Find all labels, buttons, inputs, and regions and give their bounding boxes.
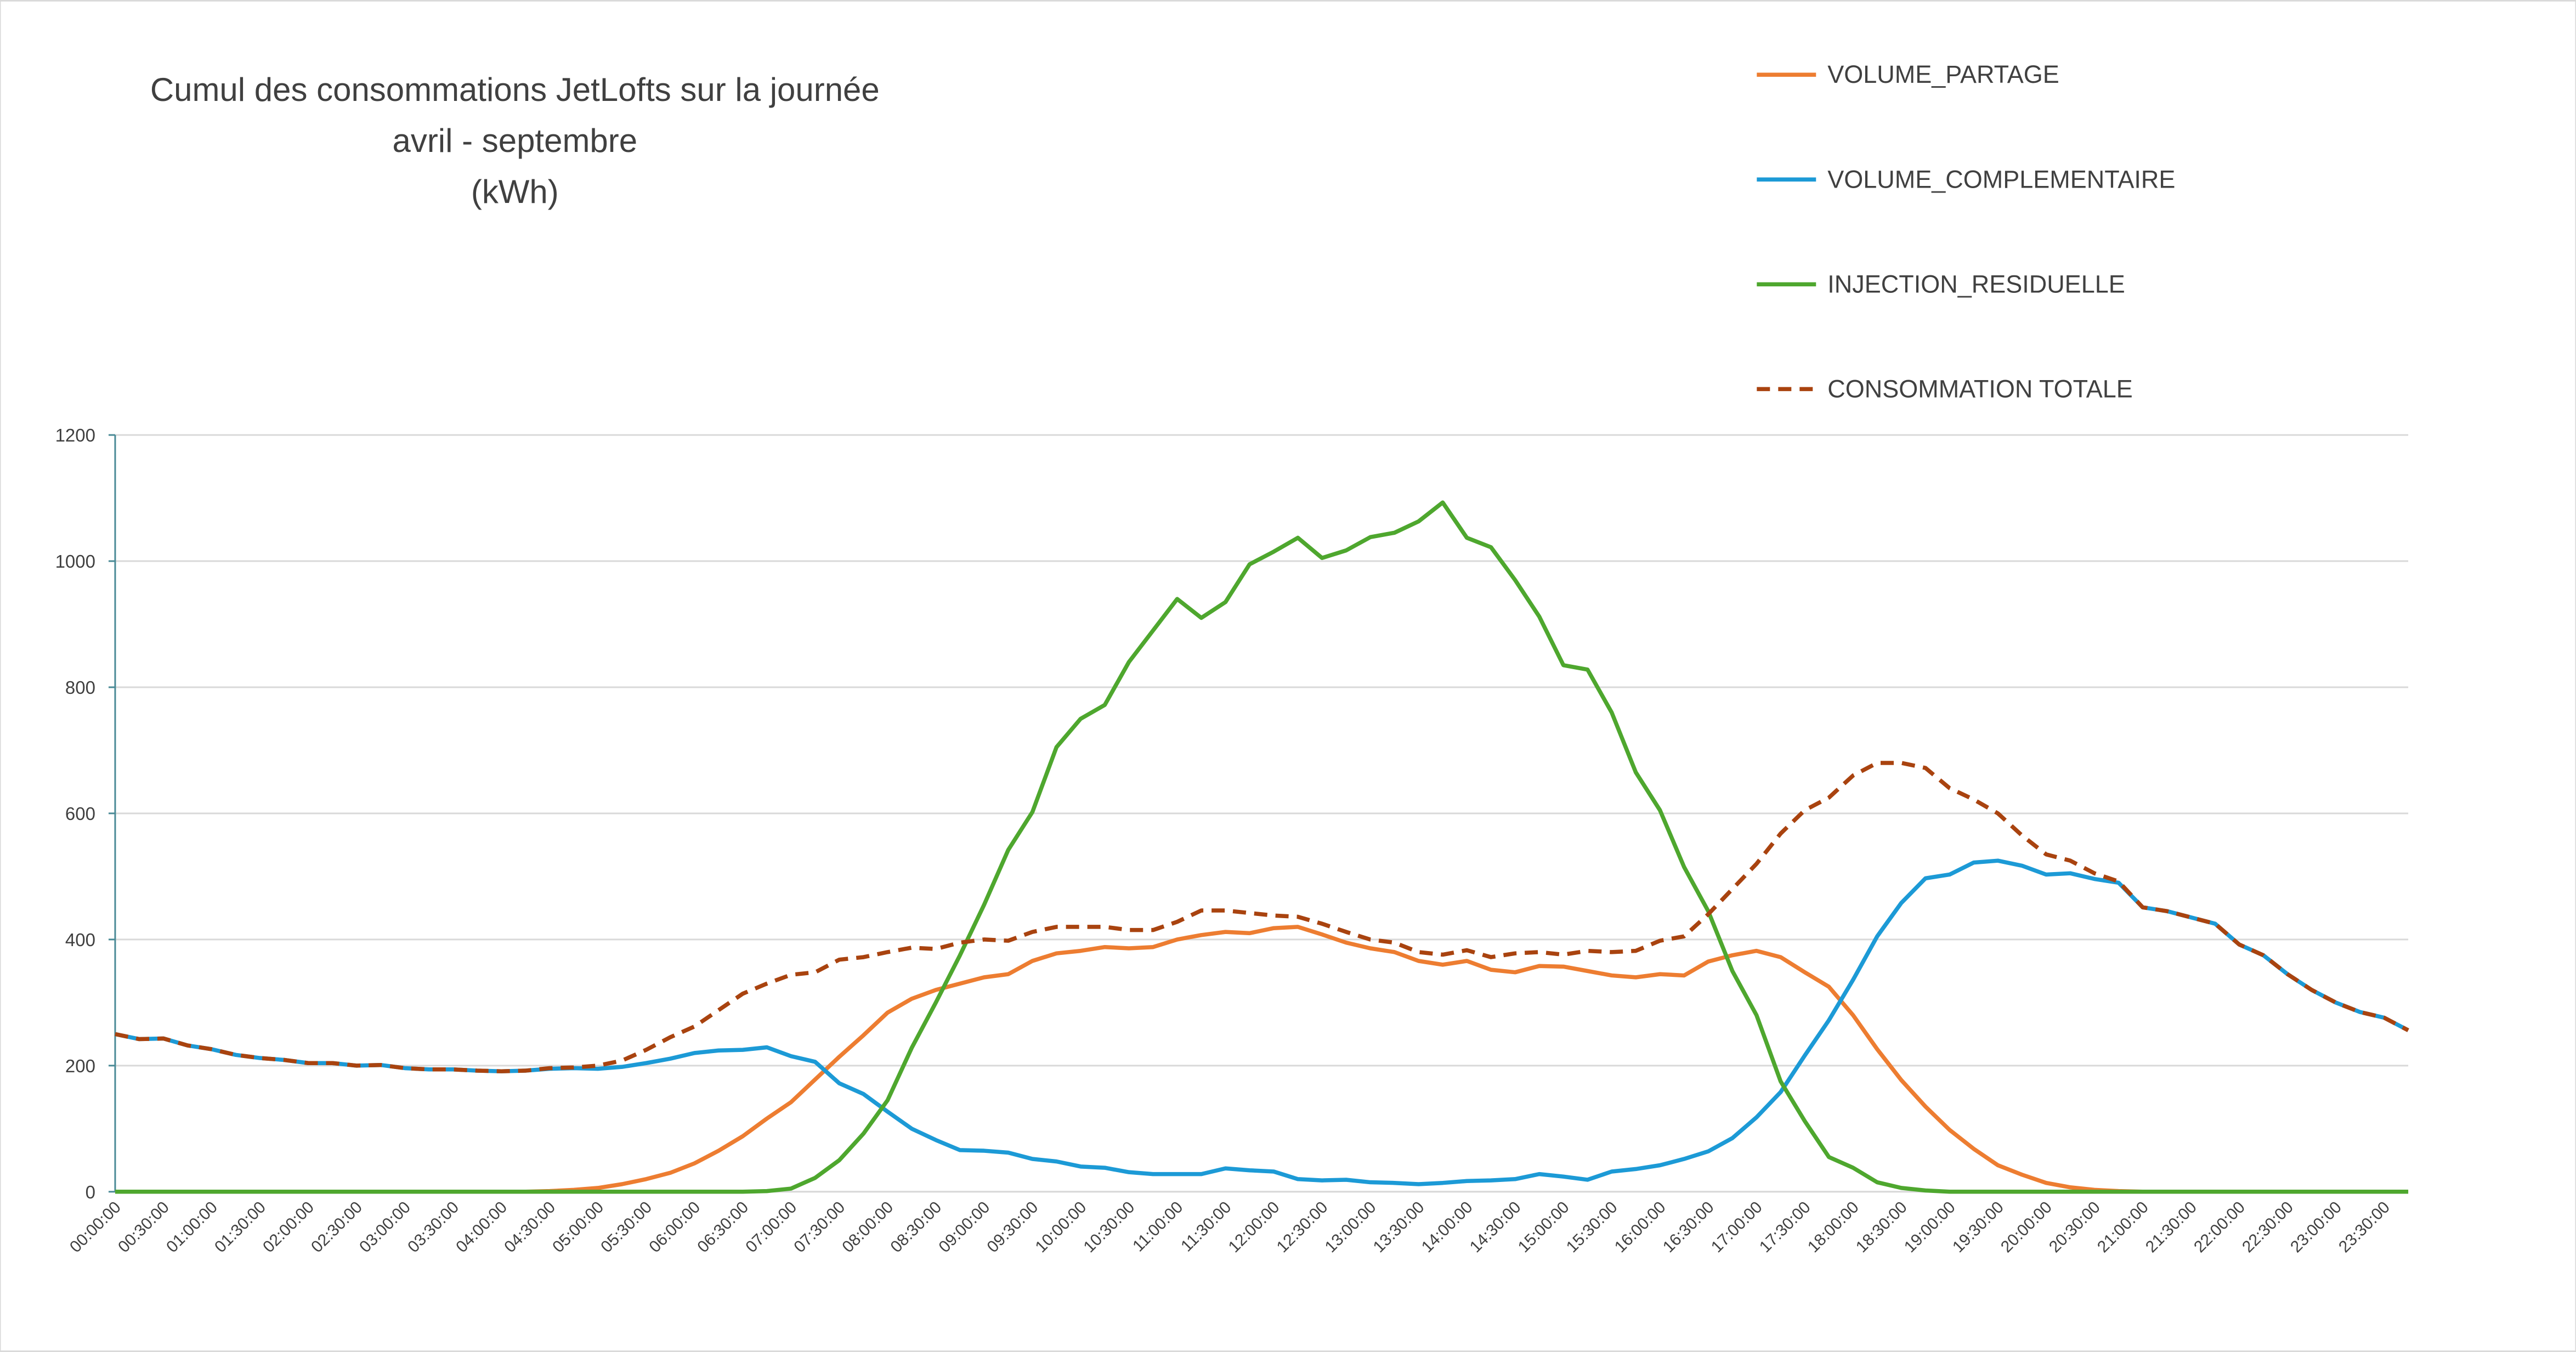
legend-label: CONSOMMATION TOTALE xyxy=(1827,375,2133,403)
legend-label: VOLUME_PARTAGE xyxy=(1827,60,2059,88)
chart-title: Cumul des consommations JetLofts sur la … xyxy=(150,71,880,210)
y-tick-label: 600 xyxy=(65,804,95,824)
title-line: Cumul des consommations JetLofts sur la … xyxy=(150,71,880,108)
title-line: avril - septembre xyxy=(393,122,638,159)
y-tick-label: 1000 xyxy=(55,551,95,572)
title-line: (kWh) xyxy=(471,173,559,210)
legend-label: VOLUME_COMPLEMENTAIRE xyxy=(1827,165,2175,193)
plot xyxy=(115,500,2409,1194)
legend-label: INJECTION_RESIDUELLE xyxy=(1827,270,2125,298)
y-tick-label: 800 xyxy=(65,677,95,698)
legend: VOLUME_PARTAGE VOLUME_COMPLEMENTAIRE INJEC… xyxy=(1757,60,2175,403)
series-line xyxy=(115,500,2409,1194)
y-tick-label: 200 xyxy=(65,1056,95,1076)
y-tick-label: 1200 xyxy=(55,425,95,445)
y-tick-label: 400 xyxy=(65,930,95,950)
series-line xyxy=(115,761,2409,1073)
y-tick-label: 0 xyxy=(86,1182,95,1202)
